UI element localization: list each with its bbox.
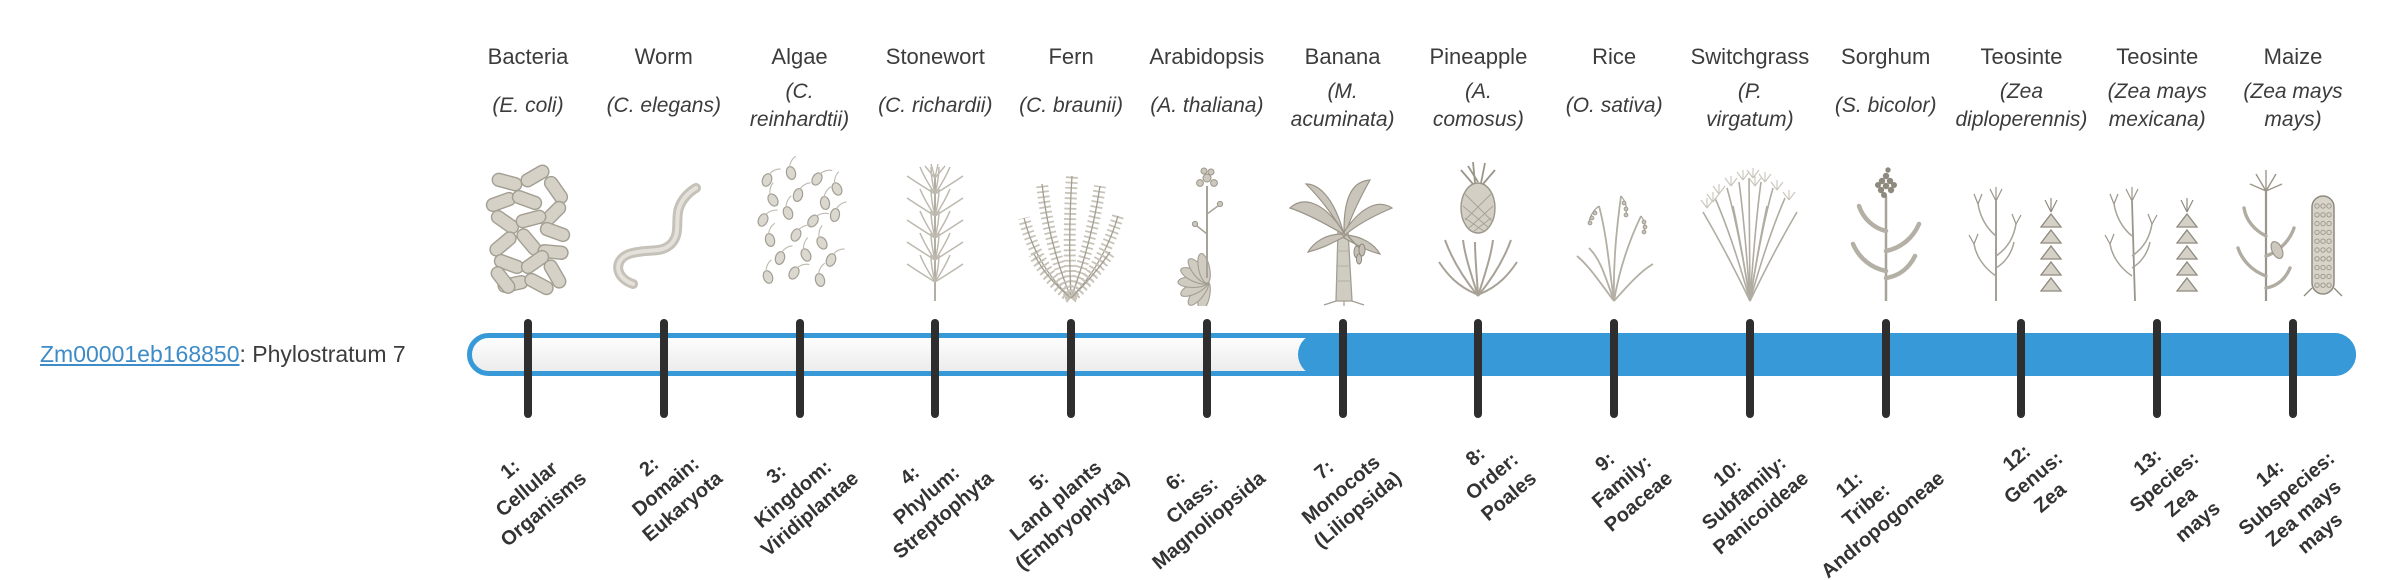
organism-scientific-name: (S. bicolor) — [1834, 93, 1937, 117]
organism-scientific-name: (Zea mays mexicana) — [2107, 79, 2207, 131]
organism-common-name: Teosinte — [2116, 44, 2199, 69]
stratum-tick — [795, 319, 804, 418]
taxonomy-label: 14: Subspecies: Zea mays mays — [2234, 447, 2348, 559]
organism-scientific-name: (C. reinhardtii) — [749, 79, 850, 131]
taxonomy-label: 1: Cellular Organisms — [491, 455, 591, 552]
organism-common-name: Fern — [1048, 44, 1094, 69]
timeline-column-8: Pineapple (A. comosus) 8: Order: Poales — [1393, 0, 1563, 580]
taxonomy-label: 5: Land plants (Embryophyta) — [1006, 456, 1134, 575]
organism-common-name: Arabidopsis — [1149, 44, 1265, 69]
fern-icon — [1006, 156, 1136, 306]
phylostratum-text: : Phylostratum 7 — [239, 341, 406, 367]
stonewort-icon — [870, 156, 1000, 306]
banana-icon — [1278, 156, 1408, 306]
organism-common-name: Sorghum — [1841, 44, 1931, 69]
stratum-tick — [1745, 319, 1754, 418]
stratum-tick — [1474, 319, 1483, 418]
taxonomy-label: 8: Order: Poales — [1462, 442, 1542, 526]
gene-id-link[interactable]: Zm00001eb168850 — [40, 341, 240, 367]
timeline-column-7: Banana (M. acuminata) 7: Monocots (Lilio… — [1258, 0, 1428, 580]
taxonomy-label: 10: Subfamily: Panicoideae — [1698, 452, 1813, 560]
stratum-tick — [1610, 319, 1619, 418]
stratum-tick — [1067, 319, 1076, 418]
taxonomy-label: 4: Phylum: Streptophyta — [889, 461, 999, 564]
organism-scientific-name: (E. coli) — [492, 93, 564, 117]
taxonomy-label: 3: Kingdom: Viridiplantae — [749, 455, 863, 562]
organism-scientific-name: (Zea diploperennis) — [1955, 79, 2088, 131]
organism-scientific-name: (C. elegans) — [606, 93, 721, 117]
organism-common-name: Pineapple — [1429, 44, 1528, 69]
timeline-column-3: Algae (C. reinhardtii) 3: Kingdom: Virid… — [715, 0, 885, 580]
phylostratum-bar-track — [467, 333, 2356, 376]
gene-label: Zm00001eb168850: Phylostratum 7 — [40, 341, 406, 368]
timeline-column-10: Switchgrass (P. virgatum) 10: Subfamily:… — [1665, 0, 1835, 580]
timeline-column-11: Sorghum (S. bicolor) 11: Tribe: Andropog… — [1801, 0, 1971, 580]
organism-common-name: Algae — [771, 44, 828, 69]
organism-common-name: Banana — [1304, 44, 1381, 69]
timeline-column-4: Stonewort (C. richardii) 4: Phylum: Stre… — [850, 0, 1020, 580]
stratum-tick — [1881, 319, 1890, 418]
organism-common-name: Stonewort — [885, 44, 985, 69]
stratum-tick — [2017, 319, 2026, 418]
timeline-column-6: Arabidopsis (A. thaliana) 6: Class: Magn… — [1122, 0, 1292, 580]
timeline-column-2: Worm (C. elegans) 2: Domain: Eukaryota — [579, 0, 749, 580]
worm-icon — [599, 156, 729, 306]
teosinte2-icon — [2092, 156, 2222, 306]
organism-common-name: Teosinte — [1980, 44, 2063, 69]
stratum-tick — [1202, 319, 1211, 418]
timeline-column-5: Fern (C. braunii) 5: Land plants (Embryo… — [986, 0, 1156, 580]
phylostratum-bar-fill — [1298, 333, 2356, 376]
taxonomy-label: 9: Family: Poaceae — [1588, 447, 1678, 537]
organism-common-name: Worm — [634, 44, 693, 69]
taxonomy-label: 7: Monocots (Liliopsida) — [1297, 451, 1406, 553]
organism-scientific-name: (M. acuminata) — [1290, 79, 1395, 131]
taxonomy-label: 11: Tribe: Andropogoneae — [1816, 467, 1949, 580]
timeline-column-12: Teosinte (Zea diploperennis) 12: Genus: … — [1936, 0, 2106, 580]
timeline-column-13: Teosinte (Zea mays mexicana) 13: Species… — [2072, 0, 2242, 580]
sorghum-icon — [1821, 156, 1951, 306]
organism-common-name: Maize — [2263, 44, 2323, 69]
organism-scientific-name: (C. richardii) — [878, 93, 993, 117]
algae-icon — [735, 155, 865, 306]
taxonomy-label: 2: Domain: Eukaryota — [628, 452, 727, 547]
maize-icon — [2228, 156, 2358, 306]
switchgrass-icon — [1685, 156, 1815, 306]
bacteria-icon — [463, 156, 593, 306]
organism-common-name: Rice — [1592, 44, 1637, 69]
timeline-column-9: Rice (O. sativa) 9: Family: Poaceae — [1529, 0, 1699, 580]
organism-common-name: Switchgrass — [1690, 44, 1810, 69]
stratum-tick — [1338, 319, 1347, 418]
arabidopsis-icon — [1142, 156, 1272, 311]
organism-scientific-name: (C. braunii) — [1019, 93, 1124, 117]
stratum-tick — [524, 319, 532, 418]
stratum-tick — [2153, 319, 2162, 418]
organism-scientific-name: (A. thaliana) — [1150, 93, 1264, 117]
rice-icon — [1549, 156, 1679, 306]
organism-scientific-name: (O. sativa) — [1565, 93, 1663, 117]
organism-common-name: Bacteria — [487, 44, 569, 69]
stratum-tick — [659, 319, 668, 418]
organism-scientific-name: (A. comosus) — [1432, 79, 1524, 131]
organism-scientific-name: (P. virgatum) — [1706, 79, 1794, 131]
timeline-column-14: Maize (Zea mays mays) 14: Subspecies: Ze… — [2208, 0, 2378, 580]
pineapple-icon — [1413, 156, 1543, 306]
taxonomy-label: 12: Genus: Zea — [1999, 440, 2072, 518]
timeline-column-1: Bacteria (E. coli) 1: Cellular Organisms — [443, 0, 613, 580]
stratum-tick — [931, 319, 940, 418]
taxonomy-label: 6: Class: Magnoliopsida — [1148, 466, 1270, 575]
teosinte-icon — [1956, 156, 2086, 306]
stratum-tick — [2289, 319, 2297, 418]
organism-scientific-name: (Zea mays mays) — [2243, 79, 2343, 131]
